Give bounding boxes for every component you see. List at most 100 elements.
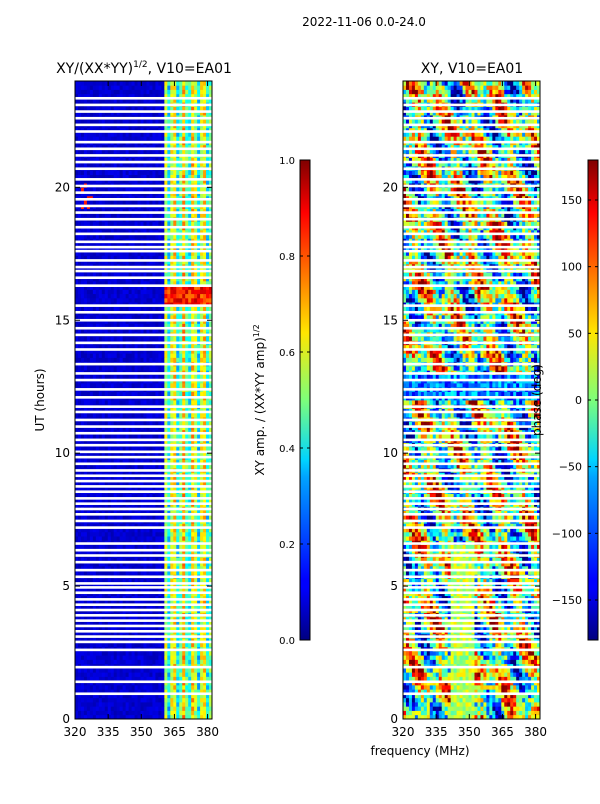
heatmap-cell [176,374,180,380]
heatmap-cell [140,289,144,295]
heatmap-cell [137,684,141,690]
heatmap-cell [140,638,144,643]
heatmap-cell [206,357,210,363]
heatmap-cell [77,523,82,528]
heatmap-cell [83,684,88,690]
heatmap-cell [194,587,198,592]
heatmap-cell [128,272,132,278]
heatmap-cell [164,697,168,703]
heatmap-cell [101,293,106,299]
heatmap-cell [203,544,207,550]
heatmap-cell [77,510,82,516]
heatmap-cell [185,697,189,703]
heatmap-cell [89,314,94,320]
heatmap-cell [188,557,192,563]
heatmap-cell [75,531,79,537]
heatmap-cell [152,531,156,537]
heatmap-cell [158,391,162,397]
heatmap-cell [83,510,88,516]
heatmap-cell [116,655,121,660]
heatmap-cell [137,599,141,605]
heatmap-cell [188,582,192,588]
heatmap-cell [98,616,103,622]
heatmap-cell [194,314,198,320]
heatmap-cell [188,327,192,333]
heatmap-cell [122,348,127,354]
heatmap-cell [131,616,135,622]
heatmap-cell [116,280,121,286]
heatmap-cell [131,587,135,592]
heatmap-cell [209,391,212,397]
heatmap-cell [77,514,82,520]
heatmap-cell [164,557,168,563]
heatmap-cell [110,676,115,682]
heatmap-cell [200,514,204,520]
heatmap-cell [107,297,112,303]
heatmap-cell [164,676,168,682]
heatmap-cell [197,561,201,567]
heatmap-cell [104,327,109,333]
heatmap-cell [86,714,91,719]
heatmap-cell [188,421,192,426]
heatmap-cell [185,285,189,290]
heatmap-cell [167,421,171,426]
heatmap-cell [125,336,130,341]
heatmap-cell [107,463,112,469]
heatmap-cell [176,672,180,677]
heatmap-cell [98,689,103,694]
heatmap-cell [167,510,171,516]
heatmap-cell [122,578,127,584]
heatmap-cell [173,570,177,575]
heatmap-cell [191,353,195,358]
heatmap-cell [161,604,165,609]
heatmap-cell [95,289,100,295]
heatmap-cell [203,476,207,482]
heatmap-cell [152,510,156,516]
heatmap-cell [134,463,138,469]
heatmap-cell [119,259,124,265]
heatmap-cell [149,536,153,541]
heatmap-cell [107,595,112,601]
heatmap-cell [158,710,162,716]
heatmap-cell [119,297,124,303]
heatmap-cell [107,689,112,694]
heatmap-cell [209,365,212,371]
heatmap-cell [77,616,82,622]
heatmap-cell [209,272,212,278]
heatmap-cell [155,616,159,622]
heatmap-cell [191,578,195,584]
heatmap-cell [170,336,174,341]
heatmap-cell [182,523,186,528]
heatmap-cell [173,446,177,452]
heatmap-cell [101,289,106,295]
heatmap-cell [140,544,144,550]
heatmap-cell [77,285,82,290]
heatmap-cell [209,306,212,312]
heatmap-cell [89,676,94,682]
heatmap-cell [89,348,94,354]
heatmap-cell [75,672,79,677]
heatmap-cell [143,650,147,656]
heatmap-cell [170,353,174,358]
heatmap-cell [152,659,156,665]
heatmap-cell [146,421,150,426]
heatmap-cell [167,280,171,286]
heatmap-cell [152,297,156,303]
heatmap-cell [155,357,159,363]
heatmap-cell [167,544,171,550]
heatmap-cell [167,336,171,341]
heatmap-cell [197,272,201,278]
heatmap-cell [119,642,124,648]
heatmap-cell [122,293,127,299]
heatmap-cell [185,514,189,520]
heatmap-cell [164,616,168,622]
heatmap-cell [140,293,144,299]
heatmap-cell [191,676,195,682]
heatmap-cell [83,701,88,707]
heatmap-cell [185,638,189,643]
heatmap-cell [83,476,88,482]
heatmap-cell [146,544,150,550]
heatmap-cell [86,672,91,677]
heatmap-cell [188,638,192,643]
heatmap-cell [206,382,210,388]
